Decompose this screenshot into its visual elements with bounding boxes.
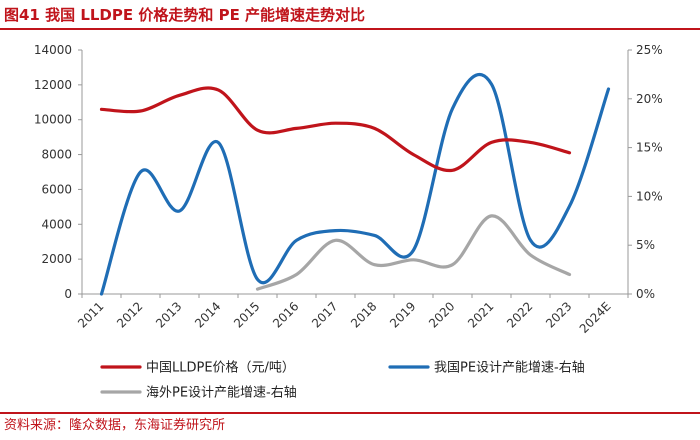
source-note: 资料来源：隆众数据，东海证券研究所 [4,418,226,433]
x-tick-label: 2016 [270,299,301,330]
right-tick-label: 10% [636,189,663,203]
right-tick-label: 15% [636,141,663,155]
series-overseas-pe-capacity-growth-line [255,214,572,291]
right-tick-label: 20% [636,92,663,106]
source-rule [0,412,700,414]
series-lldpe-price-line [99,86,572,173]
x-tick-label: 2022 [504,299,535,330]
x-tick-label: 2023 [543,299,574,330]
right-tick-label: 0% [636,287,655,301]
series-china-pe-capacity-growth-line [99,73,611,296]
left-tick-label: 12000 [34,78,72,92]
x-tick-label: 2019 [387,299,418,330]
right-tick-label: 25% [636,43,663,57]
x-tick-label: 2011 [75,299,106,330]
x-tick-label: 2021 [465,299,496,330]
x-tick-label: 2013 [153,299,184,330]
left-tick-label: 8000 [41,148,72,162]
x-tick-label: 2015 [231,299,262,330]
x-tick-label: 2020 [426,299,457,330]
left-tick-label: 10000 [34,113,72,127]
chart-canvas: 0 2000 4000 6000 8000 10000 12000 14000 0% 5% 10% 1… [34,43,663,401]
left-tick-label: 6000 [41,182,72,196]
left-tick-label: 4000 [41,217,72,231]
x-tick-label: 2018 [348,299,379,330]
left-tick-label: 2000 [41,252,72,266]
chart-title: 图41 我国 LLDPE 价格走势和 PE 产能增速走势对比 [4,6,366,24]
x-tick-label: 2024E [577,299,614,336]
x-tick-label: 2012 [114,299,145,330]
x-tick-label: 2014 [192,299,223,330]
right-tick-label: 5% [636,238,655,252]
left-tick-label: 14000 [34,43,72,57]
legend-label: 我国PE设计产能增速-右轴 [434,361,585,376]
title-rule [0,28,700,30]
legend-label: 中国LLDPE价格（元/吨） [146,360,295,376]
left-tick-label: 0 [64,287,72,301]
legend-label: 海外PE设计产能增速-右轴 [146,386,297,401]
x-tick-label: 2017 [309,299,340,330]
